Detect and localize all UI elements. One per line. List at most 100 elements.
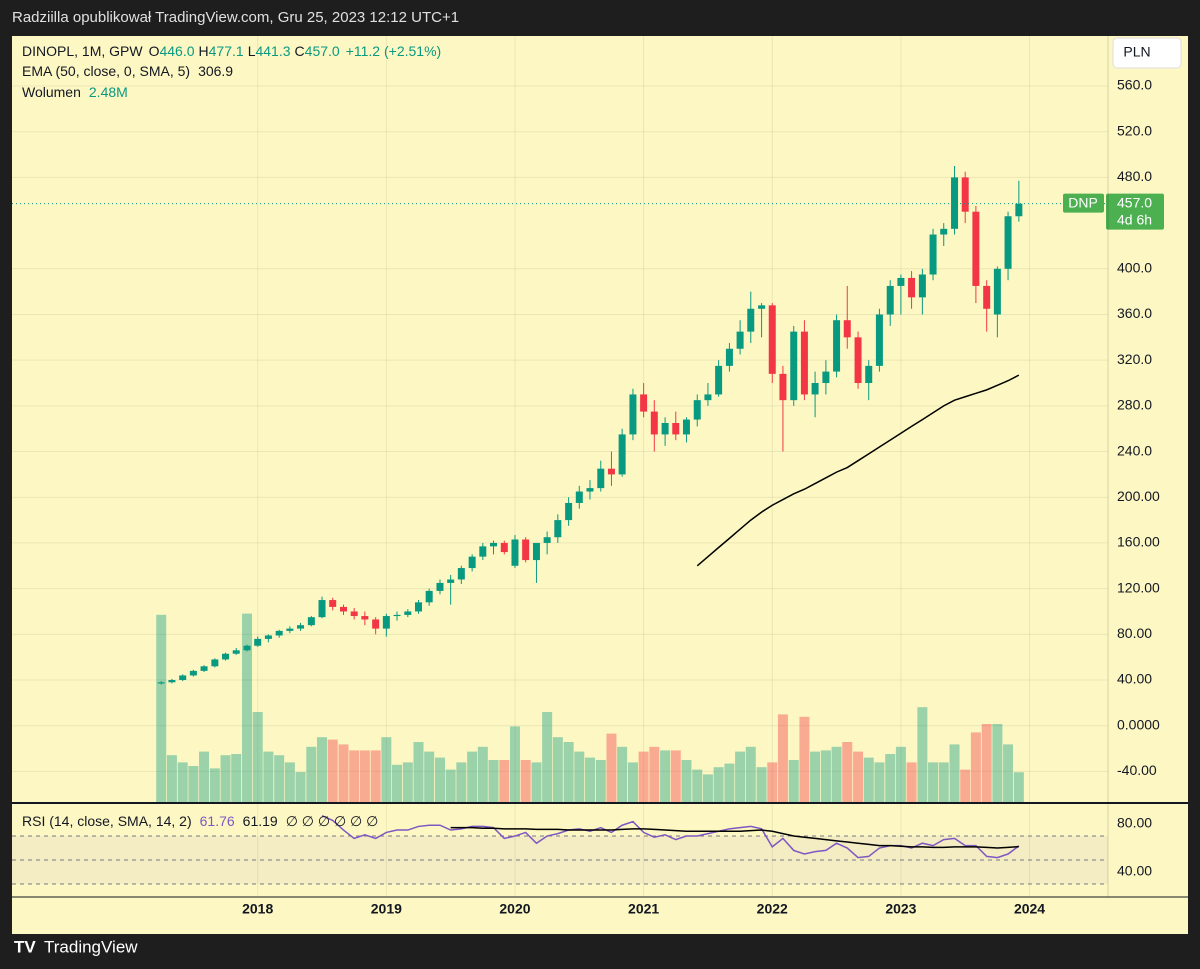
- volume-bar: [960, 769, 971, 802]
- candle-body: [425, 590, 433, 603]
- volume-bar: [349, 750, 360, 802]
- volume-bar: [1003, 744, 1014, 802]
- candle-body: [607, 468, 615, 475]
- volume-bar: [735, 751, 746, 802]
- candle-body: [929, 234, 937, 275]
- brand-logo: TV: [14, 937, 36, 956]
- rsi-legend: RSI (14, close, SMA, 14, 2) 61.76 61.19 ∅ ∅…: [22, 813, 378, 829]
- volume-bar: [874, 762, 885, 802]
- candle-body: [179, 675, 187, 681]
- x-tick-label: 2020: [499, 901, 530, 917]
- candle-body: [800, 331, 808, 395]
- volume-bar: [220, 755, 231, 802]
- volume-bar: [595, 760, 606, 802]
- volume-bar: [370, 750, 381, 802]
- volume-bar: [767, 762, 778, 802]
- candle-body: [393, 614, 401, 617]
- volume-bar: [477, 746, 488, 802]
- candle-body: [350, 611, 358, 617]
- volume-bar: [456, 762, 467, 802]
- candle-body: [1015, 203, 1023, 217]
- candle-body: [222, 653, 230, 660]
- candle-body: [340, 606, 348, 612]
- rsi-ma-line: [450, 826, 1019, 849]
- candle-body: [629, 394, 637, 435]
- volume-bar: [488, 760, 499, 802]
- price-tag: [1106, 193, 1164, 230]
- candle-body: [661, 422, 669, 435]
- volume-bar: [981, 724, 992, 802]
- ema-legend: EMA (50, close, 0, SMA, 5) 306.9: [22, 63, 233, 79]
- volume-bar: [885, 754, 896, 802]
- candle-body: [436, 582, 444, 591]
- candle-body: [489, 542, 497, 547]
- y-tick-label: 160.00: [1117, 534, 1160, 550]
- candle-body: [275, 630, 283, 636]
- candle-body: [286, 628, 294, 631]
- volume-bar: [392, 764, 403, 802]
- volume-bar: [820, 750, 831, 802]
- volume-bar: [724, 763, 735, 802]
- candle-body: [414, 602, 422, 612]
- chart-layer: 2018 2019 2020 2021 2022 2023 2024 560.0 520.0 48…: [12, 36, 1188, 917]
- currency-box: [1112, 37, 1182, 69]
- volume-bar: [413, 742, 424, 802]
- candle-body: [983, 285, 991, 309]
- volume-bar: [606, 733, 617, 802]
- candle-body: [318, 600, 326, 618]
- candle-body: [168, 680, 176, 683]
- candle-body: [522, 539, 530, 561]
- y-tick-label: 120.00: [1117, 579, 1160, 595]
- volume-bar: [970, 732, 981, 802]
- candle-body: [747, 308, 755, 332]
- candle-body: [843, 320, 851, 338]
- candle-body: [243, 645, 251, 651]
- volume-bar: [242, 613, 253, 802]
- ohlc-value: 477.1: [209, 43, 244, 59]
- candle-body: [447, 579, 455, 583]
- volume-bar: [156, 614, 167, 802]
- rsi-ma-value: 61.19: [243, 813, 278, 829]
- volume-bar: [863, 757, 874, 802]
- candle-body: [511, 539, 519, 566]
- price-tag-text: 457.0: [1117, 194, 1152, 210]
- ohlc-key: O: [149, 43, 160, 59]
- candle-body: [725, 348, 733, 366]
- volume-bar: [992, 724, 1003, 802]
- volume-name: Wolumen: [22, 84, 81, 100]
- ohlc-key: H: [199, 43, 209, 59]
- candle-body: [500, 542, 508, 553]
- ohlc-key: C: [295, 43, 305, 59]
- candle-body: [586, 488, 594, 492]
- candle-body: [232, 650, 240, 654]
- candle-body: [554, 520, 562, 538]
- candle-body: [597, 468, 605, 489]
- volume-bar: [166, 755, 177, 802]
- volume-bar: [660, 750, 671, 802]
- volume-bar: [317, 737, 328, 802]
- y-tick-label: 200.00: [1117, 488, 1160, 504]
- volume-value: 2.48M: [89, 84, 128, 100]
- change: +11.2 (+2.51%): [346, 43, 441, 59]
- volume-bar: [424, 751, 435, 802]
- symbol-tag: [1063, 193, 1104, 213]
- candle-body: [297, 625, 305, 629]
- volume-bar: [713, 767, 724, 802]
- volume-bar: [692, 769, 703, 802]
- candle-body: [264, 635, 272, 639]
- rsi-tick-label: 40.00: [1117, 863, 1152, 879]
- volume-bar: [552, 737, 563, 802]
- volume-bar: [359, 750, 370, 802]
- y-tick-label: 40.00: [1117, 671, 1152, 687]
- candle-body: [833, 320, 841, 372]
- volume-bar: [895, 746, 906, 802]
- ohlc-value: 446.0: [159, 43, 194, 59]
- volume-bar: [542, 712, 553, 802]
- rsi-value: 61.76: [200, 813, 235, 829]
- x-tick-label: 2018: [242, 901, 273, 917]
- ema-line: [696, 374, 1020, 567]
- ema-name: EMA (50, close, 0, SMA, 5): [22, 63, 190, 79]
- volume-bar: [274, 755, 285, 802]
- volume-bar: [520, 760, 531, 802]
